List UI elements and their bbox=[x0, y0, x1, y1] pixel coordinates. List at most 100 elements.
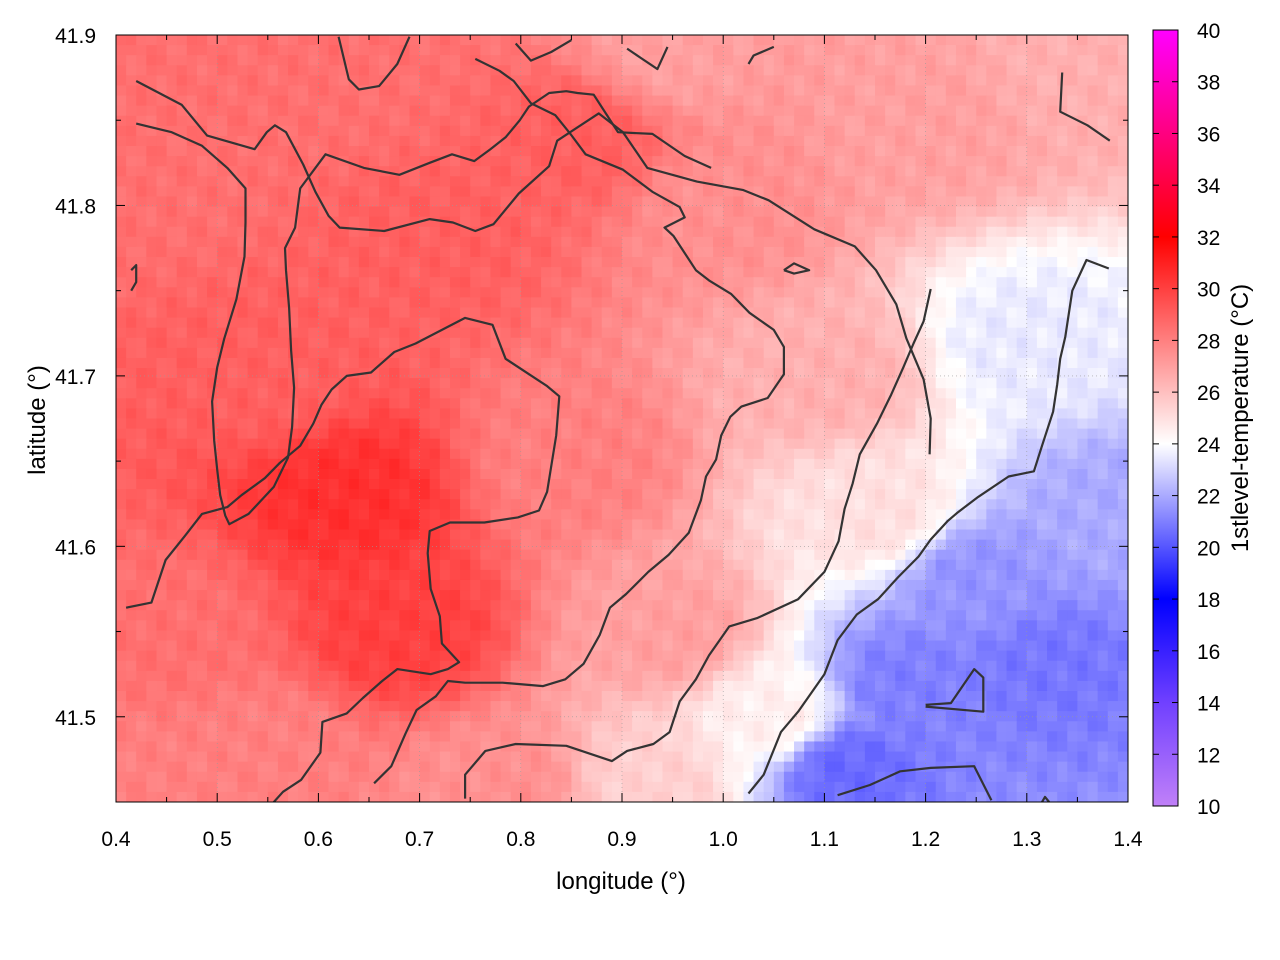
heatmap-cell bbox=[885, 468, 896, 480]
heatmap-cell bbox=[561, 196, 572, 208]
heatmap-cell bbox=[318, 438, 330, 450]
heatmap-cell bbox=[581, 327, 593, 339]
heatmap-cell bbox=[1006, 75, 1018, 87]
heatmap-cell bbox=[490, 388, 502, 399]
heatmap-cell bbox=[257, 176, 269, 187]
heatmap-cell bbox=[804, 216, 815, 228]
heatmap-cell bbox=[986, 156, 998, 167]
heatmap-cell bbox=[814, 489, 825, 500]
heatmap-cell bbox=[1077, 347, 1089, 359]
heatmap-cell bbox=[773, 327, 785, 339]
heatmap-cell bbox=[945, 95, 957, 107]
heatmap-cell bbox=[1006, 479, 1018, 490]
heatmap-cell bbox=[267, 236, 279, 248]
heatmap-cell bbox=[814, 448, 825, 460]
heatmap-cell bbox=[196, 146, 208, 157]
heatmap-cell bbox=[1006, 317, 1018, 329]
heatmap-cell bbox=[601, 156, 613, 167]
heatmap-cell bbox=[379, 135, 390, 147]
heatmap-cell bbox=[662, 499, 674, 510]
heatmap-cell bbox=[955, 35, 967, 46]
heatmap-cell bbox=[561, 45, 572, 56]
heatmap-cell bbox=[1016, 489, 1028, 500]
heatmap-cell bbox=[460, 85, 471, 97]
heatmap-cell bbox=[419, 317, 431, 329]
heatmap-cell bbox=[601, 519, 613, 531]
heatmap-cell bbox=[156, 529, 168, 541]
heatmap-cell bbox=[136, 347, 147, 359]
heatmap-cell bbox=[733, 156, 745, 167]
heatmap-cell bbox=[1036, 499, 1048, 510]
heatmap-cell bbox=[1097, 287, 1109, 298]
heatmap-cell bbox=[166, 398, 178, 410]
heatmap-cell bbox=[207, 166, 218, 177]
heatmap-cell bbox=[358, 499, 370, 510]
heatmap-cell bbox=[1117, 115, 1128, 127]
heatmap-cell bbox=[186, 146, 198, 157]
heatmap-cell bbox=[601, 489, 613, 500]
heatmap-cell bbox=[369, 438, 380, 450]
heatmap-cell bbox=[298, 388, 309, 399]
heatmap-cell bbox=[328, 206, 340, 218]
heatmap-cell bbox=[1057, 206, 1068, 218]
heatmap-cell bbox=[986, 368, 998, 379]
heatmap-cell bbox=[581, 519, 593, 531]
heatmap-cell bbox=[1077, 287, 1089, 298]
heatmap-cell bbox=[1077, 105, 1089, 117]
heatmap-cell bbox=[905, 45, 917, 56]
heatmap-cell bbox=[470, 35, 481, 46]
heatmap-cell bbox=[126, 277, 137, 288]
heatmap-cell bbox=[753, 115, 765, 127]
heatmap-cell bbox=[561, 287, 572, 298]
heatmap-cell bbox=[773, 418, 785, 430]
heatmap-cell bbox=[834, 65, 846, 76]
heatmap-cell bbox=[976, 156, 987, 167]
heatmap-cell bbox=[976, 287, 987, 298]
heatmap-cell bbox=[925, 357, 937, 369]
heatmap-cell bbox=[267, 196, 279, 208]
heatmap-cell bbox=[551, 65, 562, 76]
heatmap-cell bbox=[237, 125, 249, 137]
heatmap-cell bbox=[713, 135, 724, 147]
heatmap-cell bbox=[804, 156, 815, 167]
heatmap-cell bbox=[520, 216, 532, 228]
heatmap-cell bbox=[217, 398, 228, 410]
heatmap-cell bbox=[723, 95, 734, 107]
heatmap-cell bbox=[530, 146, 542, 157]
heatmap-cell bbox=[743, 529, 755, 541]
heatmap-cell bbox=[1067, 408, 1078, 420]
heatmap-cell bbox=[348, 216, 360, 228]
heatmap-cell bbox=[1036, 105, 1048, 117]
heatmap-cell bbox=[1077, 216, 1089, 228]
heatmap-cell bbox=[227, 115, 239, 127]
heatmap-cell bbox=[591, 226, 603, 238]
heatmap-cell bbox=[389, 236, 400, 248]
heatmap-cell bbox=[510, 55, 522, 66]
heatmap-cell bbox=[834, 95, 846, 107]
heatmap-cell bbox=[1047, 287, 1058, 298]
heatmap-cell bbox=[1077, 388, 1089, 399]
heatmap-cell bbox=[490, 196, 502, 208]
heatmap-cell bbox=[530, 378, 542, 389]
heatmap-cell bbox=[692, 95, 704, 107]
heatmap-cell bbox=[126, 438, 137, 450]
heatmap-cell bbox=[622, 418, 633, 430]
heatmap-cell bbox=[773, 509, 785, 521]
heatmap-cell bbox=[834, 176, 846, 187]
heatmap-cell bbox=[1087, 428, 1099, 440]
heatmap-cell bbox=[217, 509, 228, 521]
heatmap-cell bbox=[551, 226, 562, 238]
heatmap-cell bbox=[136, 196, 147, 208]
heatmap-cell bbox=[318, 408, 330, 420]
heatmap-cell bbox=[308, 176, 319, 187]
heatmap-cell bbox=[530, 75, 542, 87]
heatmap-cell bbox=[389, 277, 400, 288]
heatmap-cell bbox=[804, 206, 815, 218]
heatmap-cell bbox=[581, 418, 593, 430]
heatmap-cell bbox=[500, 267, 512, 278]
heatmap-cell bbox=[247, 408, 259, 420]
heatmap-cell bbox=[783, 418, 795, 430]
heatmap-cell bbox=[510, 489, 522, 500]
heatmap-cell bbox=[379, 55, 390, 66]
heatmap-cell bbox=[460, 257, 471, 268]
